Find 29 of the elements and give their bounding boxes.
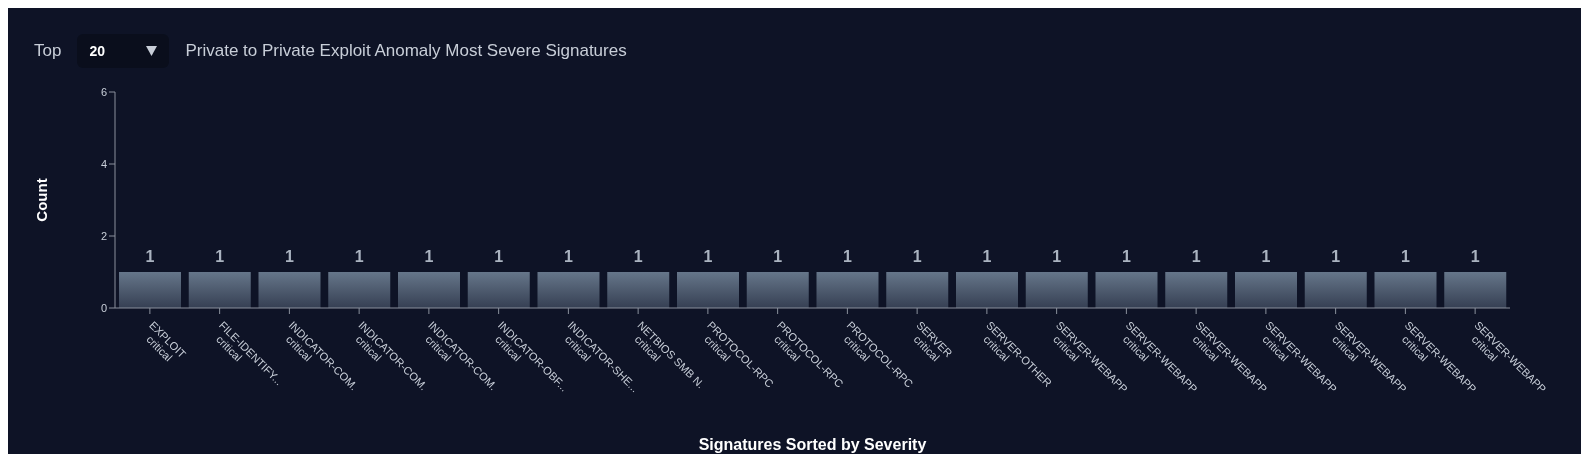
data-label: 1	[1401, 248, 1411, 265]
data-label: 1	[1470, 248, 1480, 265]
data-label: 1	[1122, 248, 1132, 265]
data-label: 1	[1331, 248, 1341, 265]
data-label: 1	[215, 248, 225, 265]
data-label: 1	[424, 248, 434, 265]
data-label: 1	[145, 248, 155, 265]
data-label: 1	[843, 248, 853, 265]
x-axis-title: Signatures Sorted by Severity	[698, 436, 927, 453]
data-label: 1	[285, 248, 295, 265]
data-label: 1	[1191, 248, 1201, 265]
data-label: 1	[564, 248, 574, 265]
data-label: 1	[773, 248, 783, 265]
data-label: 1	[354, 248, 364, 265]
y-axis-title: Count	[33, 178, 51, 222]
y-tick-label: 6	[100, 85, 107, 98]
chart-title: Private to Private Exploit Anomaly Most Severe Signatures	[185, 41, 627, 61]
data-label: 1	[982, 248, 992, 265]
y-tick-label: 0	[100, 301, 107, 314]
data-label: 1	[912, 248, 922, 265]
text: Top	[34, 41, 62, 61]
data-label: 1	[1052, 248, 1062, 265]
data-label: 1	[703, 248, 713, 265]
dropdown-field: 20	[77, 34, 170, 68]
y-tick-label: 2	[100, 229, 107, 242]
data-label: 1	[1261, 248, 1271, 265]
y-tick-label: 4	[100, 157, 107, 170]
data-label: 1	[633, 248, 643, 265]
data-label: 1	[494, 248, 504, 265]
